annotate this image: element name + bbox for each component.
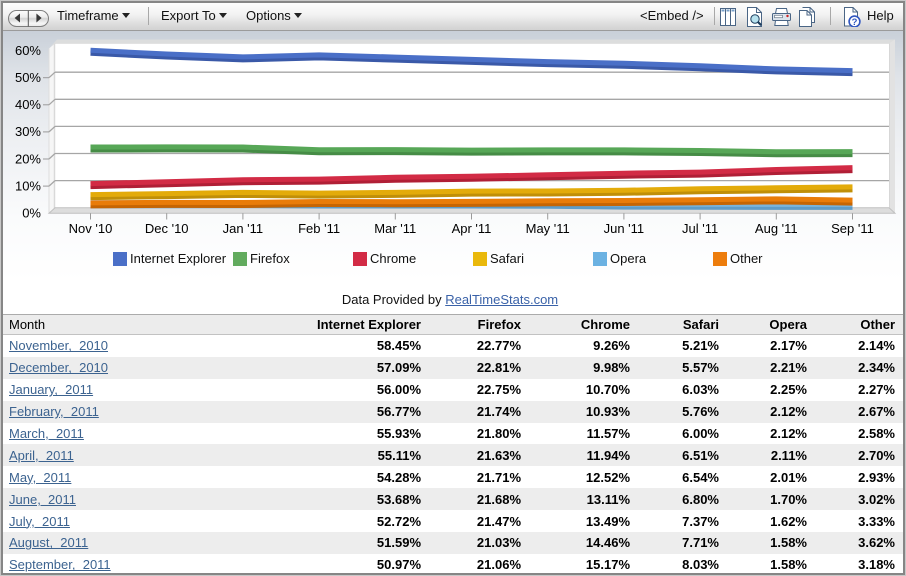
- svg-text:Nov '10: Nov '10: [69, 221, 113, 236]
- svg-text:Jun '11: Jun '11: [604, 221, 645, 236]
- svg-text:Apr '11: Apr '11: [452, 221, 492, 236]
- svg-text:Aug '11: Aug '11: [755, 221, 798, 236]
- svg-text:20%: 20%: [15, 151, 41, 166]
- svg-text:?: ?: [852, 17, 858, 27]
- svg-text:0%: 0%: [22, 206, 41, 221]
- svg-text:Feb '11: Feb '11: [298, 221, 340, 236]
- svg-text:May '11: May '11: [526, 221, 570, 236]
- svg-text:40%: 40%: [15, 97, 41, 112]
- svg-text:Dec '10: Dec '10: [145, 221, 189, 236]
- svg-text:10%: 10%: [15, 178, 41, 193]
- svg-text:Mar '11: Mar '11: [374, 221, 416, 236]
- svg-text:50%: 50%: [15, 70, 41, 85]
- svg-text:Sep '11: Sep '11: [831, 221, 874, 236]
- svg-text:60%: 60%: [15, 43, 41, 58]
- svg-text:30%: 30%: [15, 124, 41, 139]
- svg-text:Jan '11: Jan '11: [223, 221, 264, 236]
- svg-text:Jul '11: Jul '11: [682, 221, 718, 236]
